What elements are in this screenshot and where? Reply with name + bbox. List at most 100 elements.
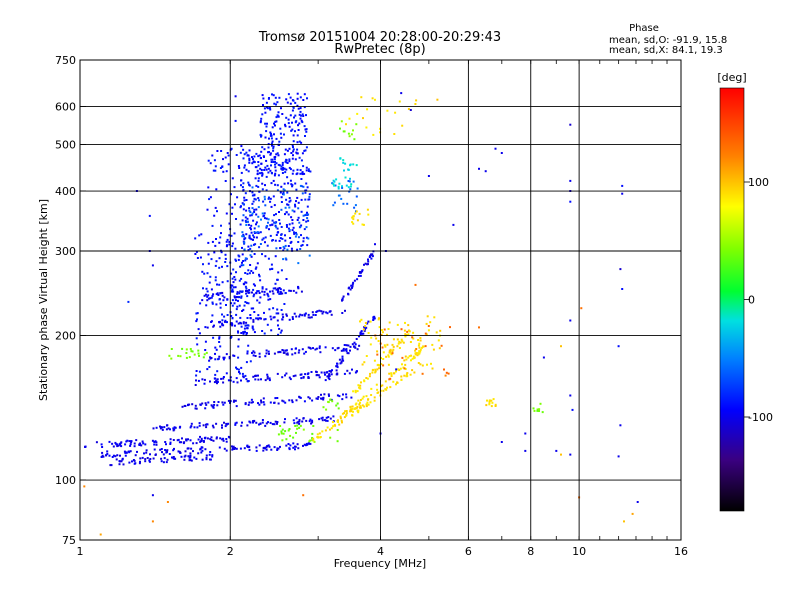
data-point-series-0 [187,404,189,407]
data-point-series-0 [343,372,346,375]
data-point-series-6 [381,346,384,349]
data-point-series-0 [146,457,149,459]
data-point-series-0 [223,296,226,299]
data-point-series-1 [259,296,262,299]
data-point-series-5 [343,412,346,415]
data-point-series-0 [251,351,253,354]
data-point-series-1 [307,219,310,222]
data-point-series-1 [247,302,250,305]
data-point-series-0 [155,441,158,444]
data-point-series-5 [377,363,379,366]
data-point-series-1 [297,216,300,219]
data-point-series-0 [222,324,225,327]
data-point-series-0 [327,377,330,379]
data-point-series-1 [303,172,306,175]
data-point-series-1 [230,272,233,275]
data-point-series-1 [309,170,312,173]
data-point-series-5 [431,343,434,346]
data-point-series-1 [244,281,247,284]
data-point-series-1 [300,234,302,237]
data-point-series-0 [357,275,360,277]
data-point-series-1 [291,157,294,160]
data-point-series-0 [329,417,332,420]
data-point-series-1 [288,166,291,169]
data-point-series-1 [242,332,245,335]
data-point-series-5 [368,375,371,378]
data-point-series-0 [341,299,344,301]
data-point-series-1 [273,214,276,217]
data-point-sparse [484,170,487,173]
data-point-series-5 [332,425,335,428]
data-point-series-0 [234,399,237,402]
data-point-series-3 [347,186,350,189]
data-point-series-1 [245,332,248,334]
data-point-series-0 [320,393,322,396]
data-point-series-0 [199,403,202,406]
data-point-series-1 [221,319,224,322]
data-point-series-5 [365,395,368,398]
data-point-series-1 [282,166,285,169]
data-point-series-1 [225,245,228,248]
data-point-series-1 [308,193,311,196]
data-point-series-5 [404,333,407,336]
data-point-series-0 [204,436,207,439]
data-point-series-0 [141,440,144,443]
data-point-series-1 [252,307,255,310]
data-point-series-0 [169,428,171,431]
data-point-series-0 [343,344,346,346]
data-point-series-4 [185,348,188,351]
data-point-series-2 [301,192,304,195]
data-point-series-1 [264,255,267,258]
data-point-series-5 [372,368,374,371]
data-point-series-1 [305,189,308,192]
data-point-series-1 [243,242,246,245]
data-point-series-1 [259,120,262,123]
data-point-sparse [617,455,620,458]
data-point-series-0 [291,353,294,356]
data-point-series-1 [280,201,283,203]
data-point-series-1 [264,122,267,125]
data-point-series-0 [332,415,335,418]
data-point-series-2 [331,182,334,185]
data-point-series-0 [179,425,182,428]
data-point-series-0 [207,401,210,404]
data-point-series-5 [390,375,393,377]
data-point-series-0 [292,375,295,378]
data-point-series-0 [294,445,296,448]
data-point-series-1 [295,188,298,191]
data-point-series-5 [417,339,420,341]
data-point-series-0 [350,284,353,287]
data-point-series-5 [399,367,402,370]
data-point-series-0 [217,401,220,403]
data-point-series-1 [259,167,262,170]
data-point-series-2 [242,214,245,217]
data-point-series-1 [271,93,273,96]
data-point-series-0 [316,373,319,376]
data-point-series-0 [214,358,217,361]
data-point-series-4 [329,436,332,439]
data-point-series-1 [242,182,245,185]
data-point-series-1 [259,133,262,136]
data-point-series-0 [277,288,280,291]
data-point-series-1 [293,116,295,119]
data-point-series-1 [285,198,288,201]
data-point-series-0 [232,380,235,383]
data-point-series-1 [267,171,270,174]
data-point-series-4 [294,425,297,427]
data-point-series-5 [369,320,372,323]
data-point-series-5 [404,363,407,366]
data-point-series-4 [295,431,297,434]
data-point-series-1 [301,171,304,174]
data-point-series-0 [228,356,231,358]
data-point-series-1 [252,288,255,291]
data-point-series-0 [264,379,267,382]
data-point-series-1 [270,158,273,161]
data-point-series-1 [276,308,279,311]
data-point-series-0 [148,460,151,463]
data-point-series-2 [302,214,305,217]
data-point-series-1 [300,114,302,117]
data-point-series-0 [243,447,246,450]
data-point-series-0 [298,349,301,352]
data-point-series-1 [228,234,231,237]
data-point-series-5 [414,103,417,105]
